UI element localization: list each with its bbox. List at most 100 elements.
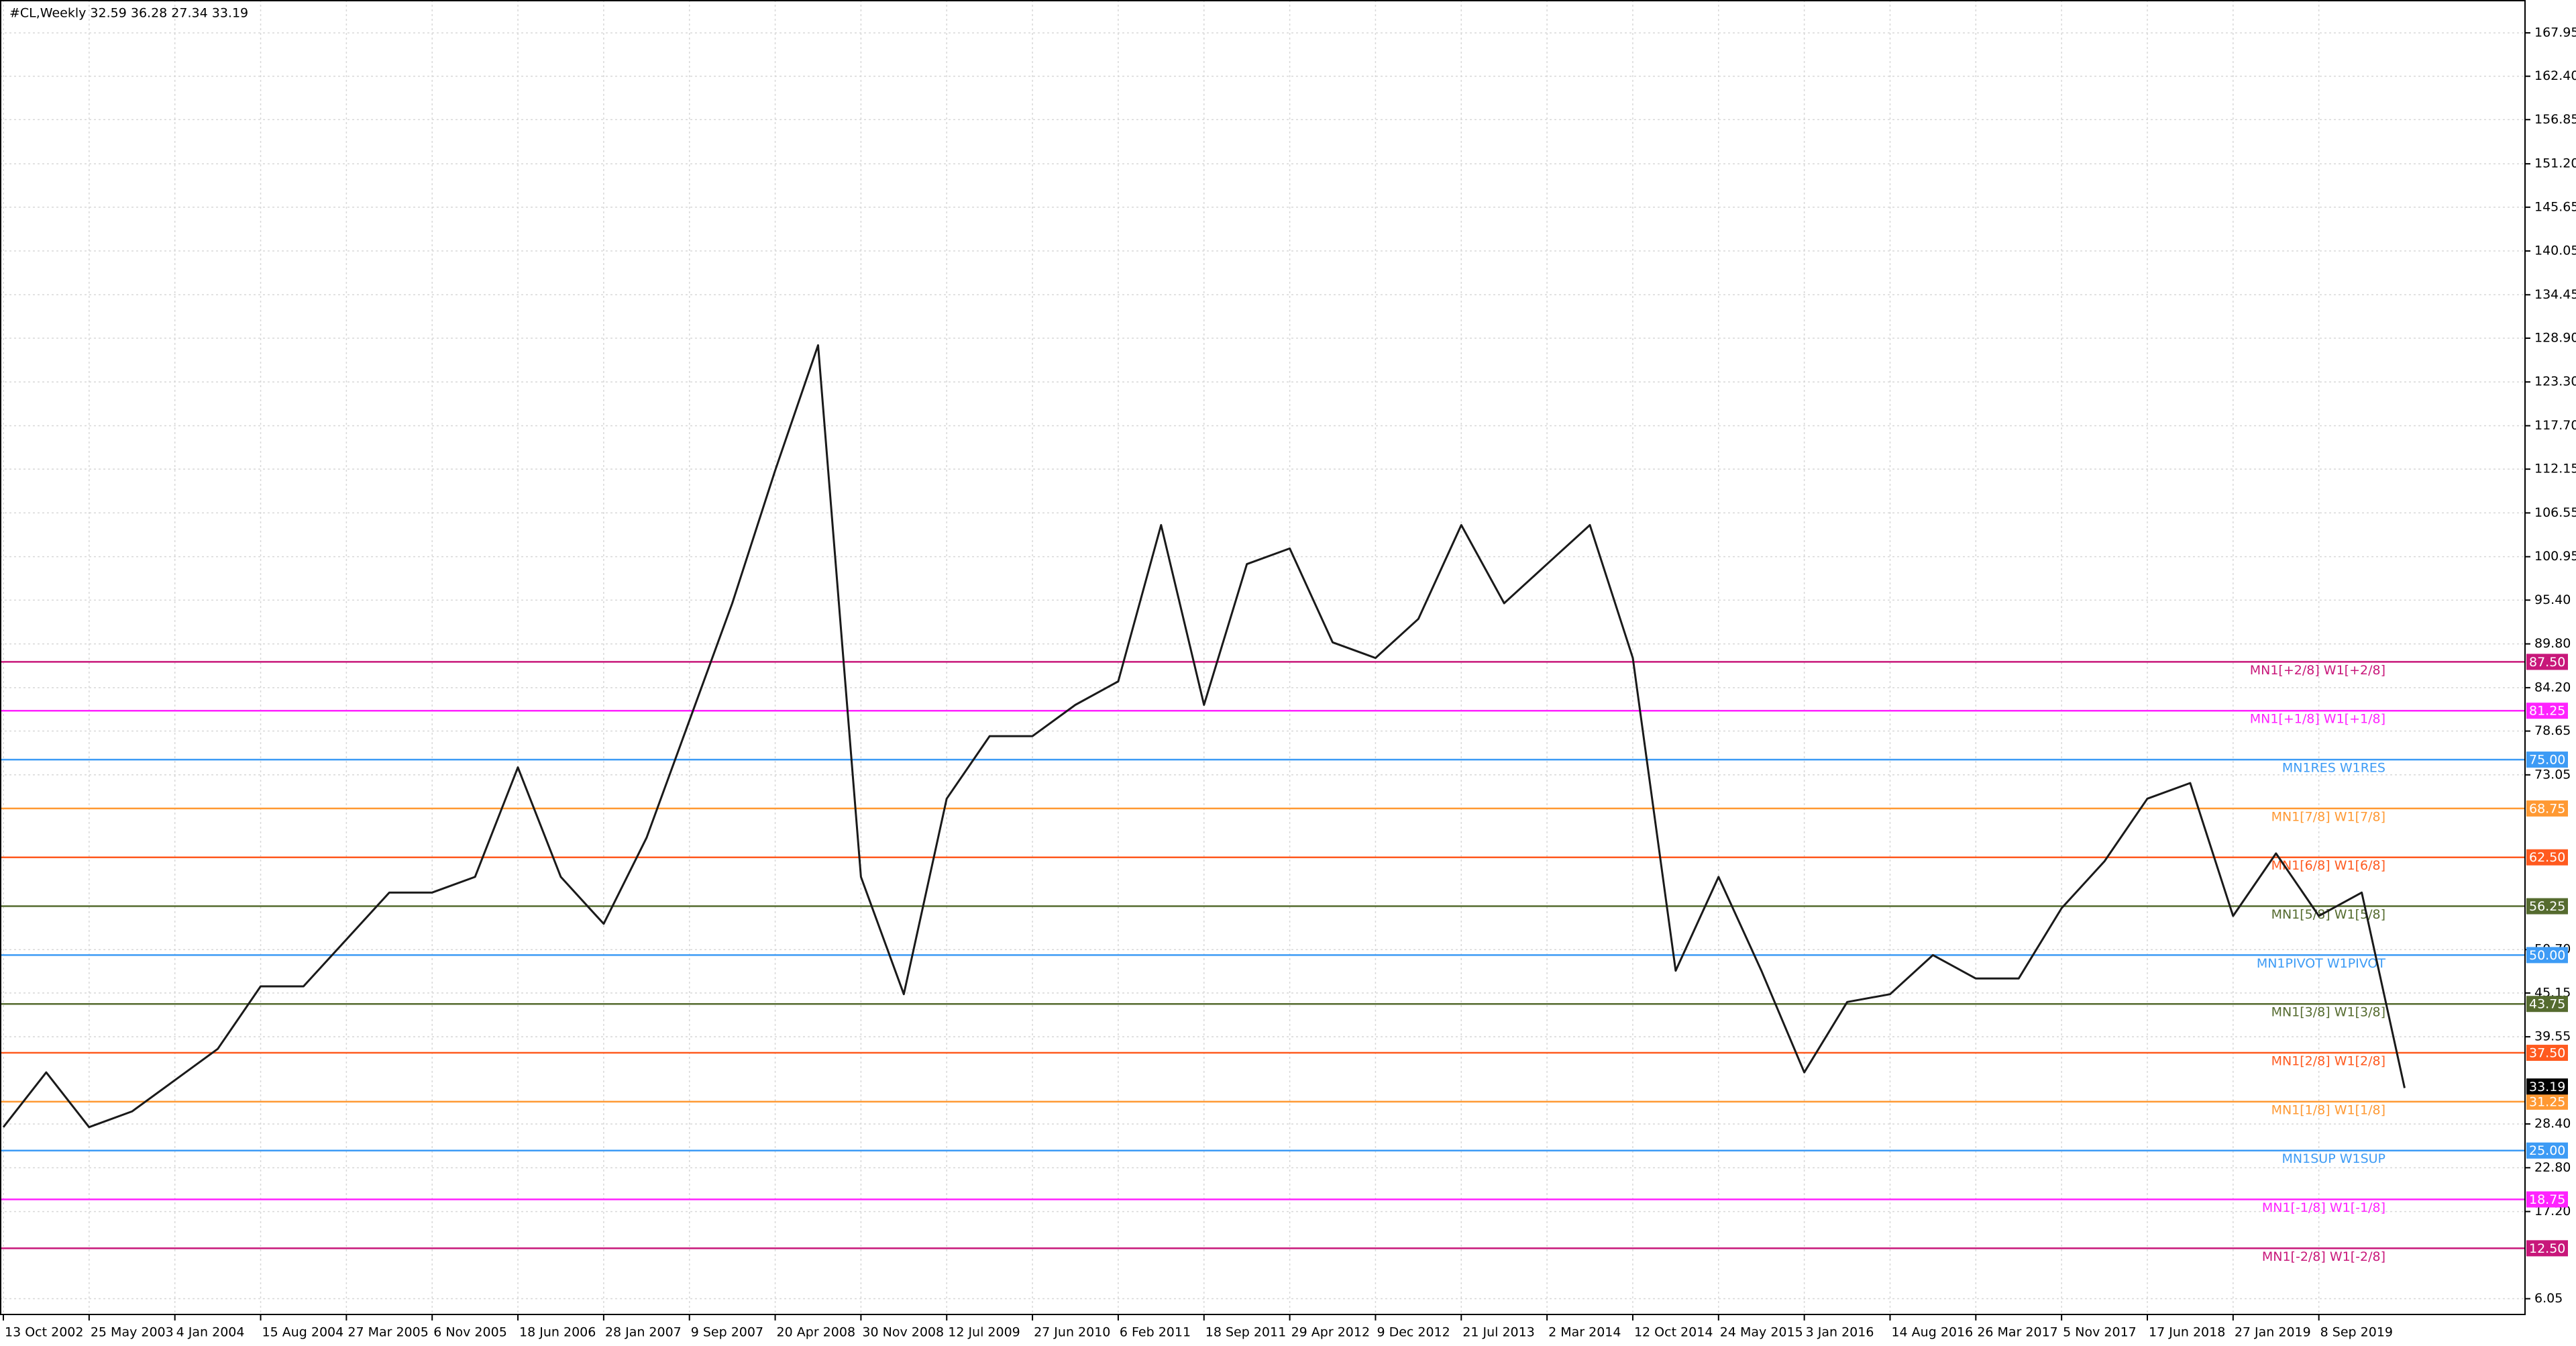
y-tick-label: 112.15	[2534, 462, 2576, 476]
axis-layer: 167.95 162.40 156.85 151.20 145.65 140.05 134.…	[3, 25, 2576, 1340]
level-label: MN1[3/8] W1[3/8]	[2271, 1005, 2385, 1020]
y-tick-label: 156.85	[2534, 112, 2576, 127]
level-price-box	[2526, 1240, 2568, 1257]
price-line	[2, 344, 2406, 1129]
x-tick-label: 30 Nov 2008	[862, 1325, 944, 1340]
y-tick-label: 128.90	[2534, 330, 2576, 345]
y-tick-label: 140.05	[2534, 244, 2576, 258]
x-tick-label: 12 Oct 2014	[1634, 1325, 1713, 1340]
y-tick-label: 6.05	[2534, 1291, 2563, 1306]
x-tick-label: 18 Jun 2006	[519, 1325, 596, 1340]
level-price-box	[2526, 947, 2568, 964]
x-tick-label: 3 Jan 2016	[1806, 1325, 1874, 1340]
y-tick-label: 17.20	[2534, 1204, 2571, 1219]
level-price-box	[2526, 898, 2568, 915]
x-tick-label: 15 Aug 2004	[262, 1325, 344, 1340]
level-label: MN1[-1/8] W1[-1/8]	[2262, 1200, 2385, 1215]
x-tick-label: 9 Sep 2007	[691, 1325, 763, 1340]
level-price-label: 68.75	[2529, 801, 2565, 816]
x-tick-label: 12 Jul 2009	[948, 1325, 1020, 1340]
x-tick-label: 2 Mar 2014	[1548, 1325, 1621, 1340]
x-tick-label: 4 Jan 2004	[176, 1325, 245, 1340]
x-tick-label: 29 Apr 2012	[1291, 1325, 1370, 1340]
level-price-label: 18.75	[2529, 1192, 2565, 1207]
y-tick-label: 89.80	[2534, 636, 2571, 651]
x-tick-label: 25 May 2003	[91, 1325, 174, 1340]
level-label: MN1[+1/8] W1[+1/8]	[2250, 712, 2385, 727]
y-tick-label: 151.20	[2534, 156, 2576, 171]
y-tick-label: 145.65	[2534, 199, 2576, 214]
level-label: MN1SUP W1SUP	[2282, 1151, 2385, 1166]
level-price-label: 37.50	[2529, 1046, 2565, 1061]
level-price-label: 25.00	[2529, 1143, 2565, 1158]
y-tick-label: 123.30	[2534, 374, 2576, 389]
level-label: MN1PIVOT W1PIVOT	[2257, 956, 2386, 971]
level-price-box	[2526, 996, 2568, 1013]
level-price-box	[2526, 1045, 2568, 1062]
level-label: MN1[-2/8] W1[-2/8]	[2262, 1249, 2385, 1264]
series-layer	[2, 344, 2406, 1129]
level-label: MN1[+2/8] W1[+2/8]	[2250, 663, 2385, 678]
grid-layer	[0, 0, 2525, 1315]
level-price-box	[2526, 752, 2568, 768]
level-price-box	[2526, 800, 2568, 817]
level-price-box	[2526, 703, 2568, 719]
level-price-label: 62.50	[2529, 850, 2565, 865]
y-tick-label: 106.55	[2534, 505, 2576, 520]
level-price-box	[2526, 1191, 2568, 1208]
last-price-box	[2526, 1078, 2568, 1095]
level-price-label: 50.00	[2529, 948, 2565, 963]
chart-title: #CL,Weekly 32.59 36.28 27.34 33.19	[9, 6, 248, 21]
y-tick-label: 134.45	[2534, 287, 2576, 302]
y-tick-label: 95.40	[2534, 592, 2571, 607]
x-tick-label: 9 Dec 2012	[1377, 1325, 1450, 1340]
y-tick-label: 73.05	[2534, 767, 2571, 782]
level-price-label: 56.25	[2529, 899, 2565, 914]
y-tick-label: 117.70	[2534, 418, 2576, 433]
level-label: MN1[2/8] W1[2/8]	[2271, 1054, 2385, 1069]
level-label: MN1[5/8] W1[5/8]	[2271, 907, 2385, 922]
level-price-box	[2526, 1093, 2568, 1110]
level-price-box	[2526, 849, 2568, 866]
level-label: MN1[7/8] W1[7/8]	[2271, 809, 2385, 824]
level-price-box	[2526, 1142, 2568, 1159]
x-tick-label: 27 Mar 2005	[347, 1325, 428, 1340]
level-label: MN1[6/8] W1[6/8]	[2271, 858, 2385, 873]
y-tick-label: 162.40	[2534, 68, 2576, 83]
x-tick-label: 17 Jun 2018	[2149, 1325, 2225, 1340]
y-tick-label: 22.80	[2534, 1160, 2571, 1175]
level-layer: MN1[+2/8] W1[+2/8] MN1[+1/8] W1[+1/8] MN1R…	[0, 661, 2525, 1264]
x-tick-label: 26 Mar 2017	[1977, 1325, 2057, 1340]
level-price-label: 43.75	[2529, 997, 2565, 1012]
x-tick-label: 27 Jun 2010	[1034, 1325, 1110, 1340]
last-price-label: 33.19	[2529, 1080, 2565, 1094]
y-tick-label: 167.95	[2534, 25, 2576, 40]
plot-frame	[0, 0, 2526, 1315]
x-tick-label: 18 Sep 2011	[1205, 1325, 1286, 1340]
x-tick-label: 28 Jan 2007	[605, 1325, 682, 1340]
x-tick-label: 5 Nov 2017	[2063, 1325, 2137, 1340]
x-tick-label: 8 Sep 2019	[2320, 1325, 2393, 1340]
x-tick-label: 20 Apr 2008	[777, 1325, 855, 1340]
x-tick-label: 6 Nov 2005	[433, 1325, 507, 1340]
x-tick-label: 13 Oct 2002	[5, 1325, 83, 1340]
y-tick-label: 84.20	[2534, 680, 2571, 694]
level-label: MN1RES W1RES	[2282, 761, 2385, 776]
y-tick-label: 28.40	[2534, 1117, 2571, 1131]
x-tick-label: 14 Aug 2016	[1891, 1325, 1973, 1340]
level-price-label: 81.25	[2529, 704, 2565, 719]
x-tick-label: 6 Feb 2011	[1120, 1325, 1191, 1340]
x-tick-label: 24 May 2015	[1720, 1325, 1803, 1340]
level-price-label: 12.50	[2529, 1241, 2565, 1256]
y-tick-label: 100.95	[2534, 549, 2576, 564]
x-tick-label: 27 Jan 2019	[2235, 1325, 2311, 1340]
level-label: MN1[1/8] W1[1/8]	[2271, 1102, 2385, 1117]
x-tick-label: 21 Jul 2013	[1462, 1325, 1535, 1340]
level-price-label: 75.00	[2529, 753, 2565, 768]
y-tick-label: 78.65	[2534, 723, 2571, 738]
level-price-box	[2526, 654, 2568, 670]
level-price-label: 31.25	[2529, 1094, 2565, 1109]
